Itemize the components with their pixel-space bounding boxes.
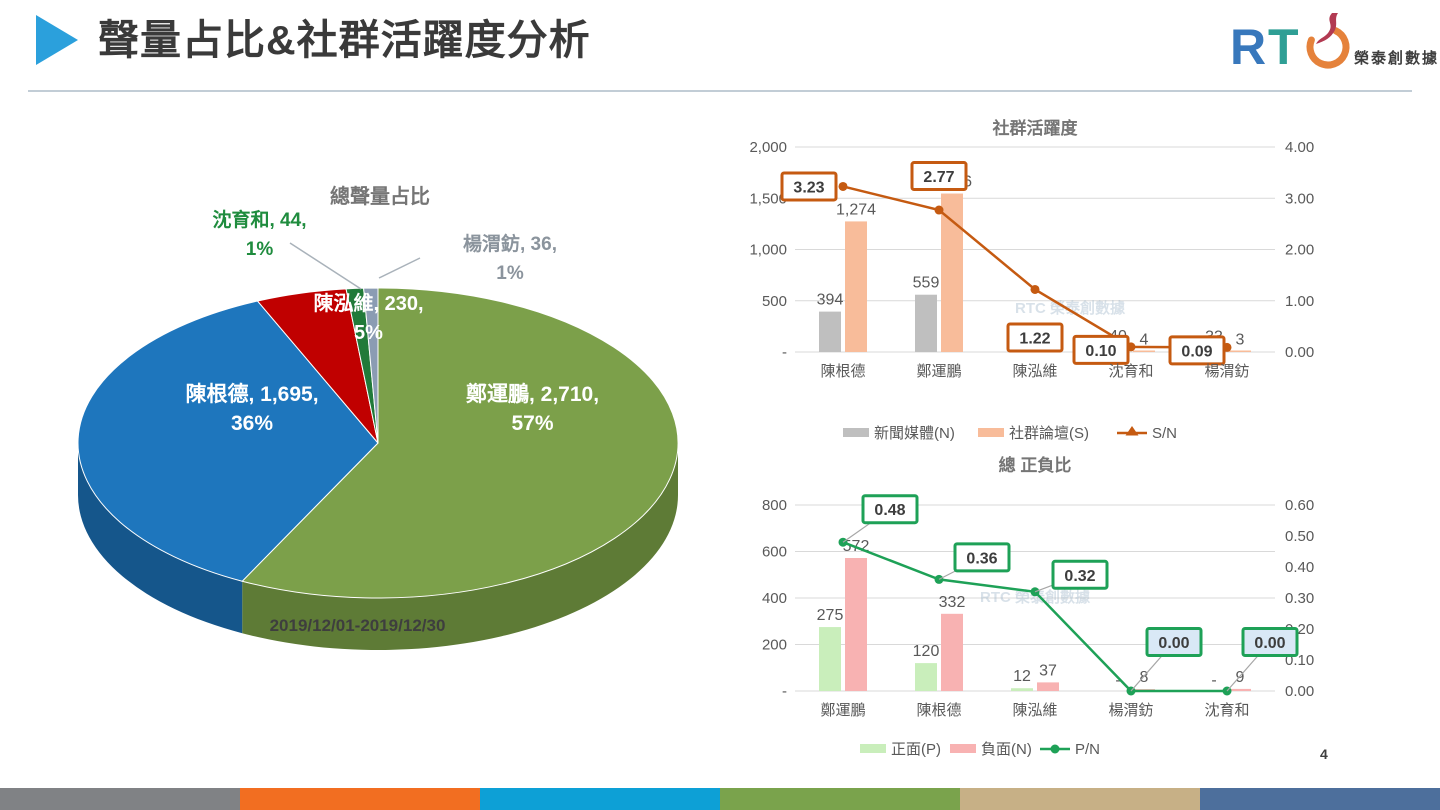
svg-text:0.10: 0.10 xyxy=(1085,343,1116,360)
stripe-segment xyxy=(960,788,1200,810)
svg-text:0.00: 0.00 xyxy=(1254,635,1285,652)
pie-title: 總聲量占比 xyxy=(330,186,430,208)
svg-text:1.22: 1.22 xyxy=(1019,330,1050,347)
svg-text:0.40: 0.40 xyxy=(1285,559,1314,576)
svg-text:0.00: 0.00 xyxy=(1285,683,1314,700)
page-number: 4 xyxy=(1320,746,1328,762)
svg-text:0.00: 0.00 xyxy=(1158,635,1189,652)
svg-text:400: 400 xyxy=(762,590,787,607)
pie-label-chengen: 陳根德, 1,695, 36% xyxy=(185,383,319,435)
svg-text:1.00: 1.00 xyxy=(1285,293,1314,310)
pie-chart-block: 總聲量占比 沈育和, 44, 1% 楊渭鈁, 36, 1% 陳泓維, 230, … xyxy=(60,178,705,658)
svg-text:沈育和: 沈育和 xyxy=(1204,702,1249,719)
pie-chart xyxy=(77,242,679,650)
date-range: 2019/12/01-2019/12/30 xyxy=(269,616,446,635)
svg-text:0.09: 0.09 xyxy=(1181,343,1212,360)
svg-text:鄭運鵬: 鄭運鵬 xyxy=(820,702,865,719)
logo-flame-icon xyxy=(1316,13,1338,44)
svg-text:-: - xyxy=(782,683,787,700)
svg-text:0.36: 0.36 xyxy=(966,550,997,567)
svg-text:陳泓維: 陳泓維 xyxy=(1012,702,1057,719)
svg-text:0.48: 0.48 xyxy=(874,502,905,519)
svg-text:2,000: 2,000 xyxy=(749,139,787,156)
svg-text:12: 12 xyxy=(1013,668,1031,685)
svg-text:0.00: 0.00 xyxy=(1285,344,1314,361)
logo-company: 榮泰創數據 xyxy=(1354,49,1438,67)
pn-chart: 800600400200-0.600.500.400.300.200.100.0… xyxy=(762,455,1314,758)
header-triangle-icon xyxy=(36,15,78,65)
svg-text:1,274: 1,274 xyxy=(836,201,876,218)
svg-text:社群活躍度: 社群活躍度 xyxy=(992,118,1079,138)
header-divider xyxy=(28,90,1412,92)
svg-text:負面(N): 負面(N) xyxy=(981,741,1032,758)
stripe-segment xyxy=(0,788,240,810)
svg-text:1,500: 1,500 xyxy=(749,190,787,207)
logo-letter-r: R xyxy=(1230,19,1266,75)
svg-text:275: 275 xyxy=(817,607,844,624)
stripe-segment xyxy=(480,788,720,810)
footer-stripe xyxy=(0,788,1440,810)
page-title: 聲量占比&社群活躍度分析 xyxy=(98,17,591,63)
svg-text:RTC 榮泰創數據: RTC 榮泰創數據 xyxy=(980,588,1091,606)
stripe-segment xyxy=(720,788,960,810)
sn-chart: 2,000 1,500 1,000 500 - 4.00 3.00 2.00 1.00 0.00 R… xyxy=(749,118,1314,442)
svg-text:楊渭鈁: 楊渭鈁 xyxy=(1108,702,1153,719)
svg-text:-: - xyxy=(1211,672,1216,689)
svg-text:-: - xyxy=(1115,672,1120,689)
svg-text:500: 500 xyxy=(762,293,787,310)
svg-text:3.23: 3.23 xyxy=(793,179,824,196)
svg-text:楊渭鈁: 楊渭鈁 xyxy=(1204,363,1249,380)
svg-text:0.32: 0.32 xyxy=(1064,568,1095,585)
svg-text:120: 120 xyxy=(913,643,940,660)
svg-text:600: 600 xyxy=(762,544,787,561)
pie-label-zheng: 鄭運鵬, 2,710, 57% xyxy=(465,383,600,435)
svg-text:4.00: 4.00 xyxy=(1285,139,1314,156)
pie-label-shen: 沈育和, 44, 1% xyxy=(212,210,307,260)
svg-text:0.60: 0.60 xyxy=(1285,497,1314,514)
pie-label-chenhong: 陳泓維, 230, 5% xyxy=(313,293,424,344)
svg-text:8: 8 xyxy=(1140,669,1149,686)
stripe-segment xyxy=(240,788,480,810)
svg-text:沈育和: 沈育和 xyxy=(1108,363,1153,380)
svg-text:2.77: 2.77 xyxy=(923,169,954,186)
svg-text:37: 37 xyxy=(1039,662,1057,679)
svg-text:新聞媒體(N): 新聞媒體(N) xyxy=(874,425,955,442)
svg-text:0.50: 0.50 xyxy=(1285,528,1314,545)
svg-text:陳根德: 陳根德 xyxy=(820,362,865,380)
pie-label-yang: 楊渭鈁, 36, 1% xyxy=(463,234,557,284)
svg-text:-: - xyxy=(782,344,787,361)
svg-text:陳泓維: 陳泓維 xyxy=(1012,363,1057,380)
svg-text:1,000: 1,000 xyxy=(749,242,787,259)
svg-text:S/N: S/N xyxy=(1152,425,1177,442)
logo-letter-t: T xyxy=(1268,19,1299,75)
svg-text:RTC 榮泰創數據: RTC 榮泰創數據 xyxy=(1015,299,1126,317)
svg-text:陳根德: 陳根德 xyxy=(916,701,961,719)
stripe-segment xyxy=(1200,788,1440,810)
svg-text:鄭運鵬: 鄭運鵬 xyxy=(916,363,961,380)
svg-text:2.00: 2.00 xyxy=(1285,242,1314,259)
svg-text:200: 200 xyxy=(762,637,787,654)
svg-text:332: 332 xyxy=(939,594,966,611)
svg-text:社群論壇(S): 社群論壇(S) xyxy=(1009,424,1089,442)
svg-text:總 正負比: 總 正負比 xyxy=(999,455,1072,475)
svg-text:0.30: 0.30 xyxy=(1285,590,1314,607)
svg-text:4: 4 xyxy=(1140,332,1149,349)
svg-text:3.00: 3.00 xyxy=(1285,190,1314,207)
logo-letter-c-arc xyxy=(1306,25,1350,69)
rtc-logo: R T 榮泰創數據 xyxy=(1230,13,1438,75)
svg-text:P/N: P/N xyxy=(1075,741,1100,758)
svg-text:394: 394 xyxy=(817,292,844,309)
svg-text:559: 559 xyxy=(913,275,940,292)
svg-text:正面(P): 正面(P) xyxy=(891,741,941,758)
svg-text:3: 3 xyxy=(1236,332,1245,349)
svg-text:9: 9 xyxy=(1236,669,1245,686)
svg-text:800: 800 xyxy=(762,497,787,514)
